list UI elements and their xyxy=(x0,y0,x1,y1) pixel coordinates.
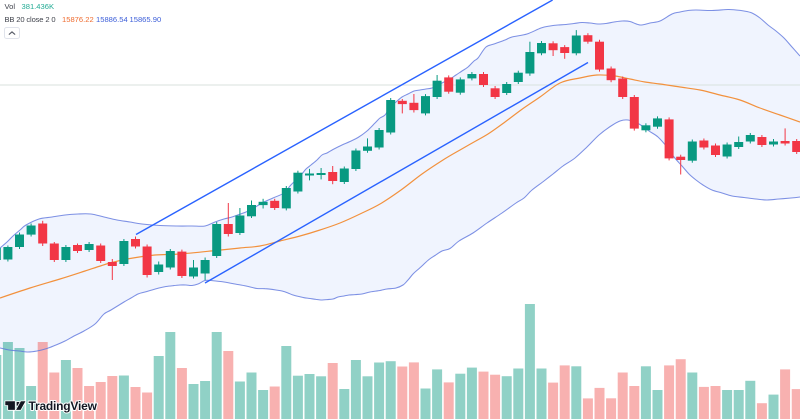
svg-text:TradingView: TradingView xyxy=(29,399,98,413)
